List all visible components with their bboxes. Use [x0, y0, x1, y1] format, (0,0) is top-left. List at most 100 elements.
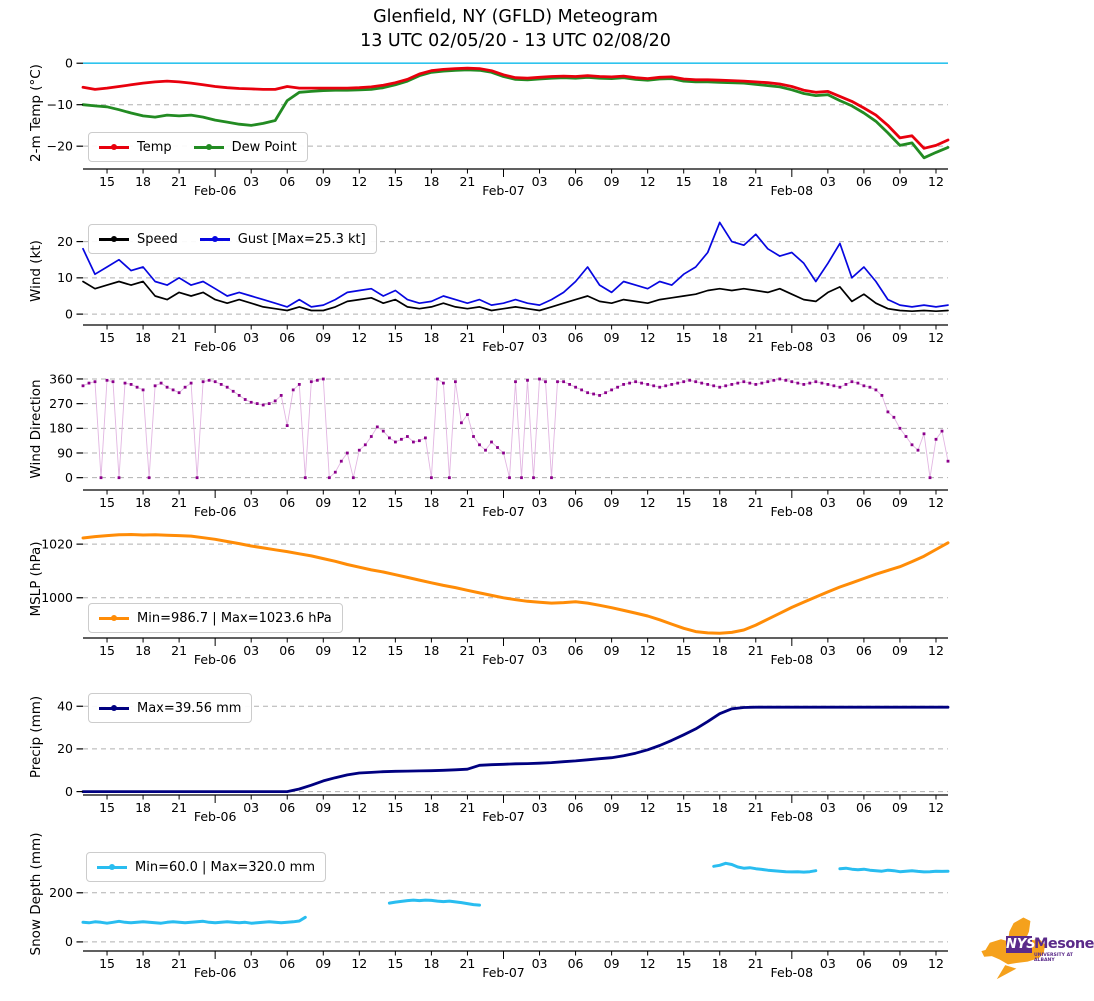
y-tick-label: 1000: [41, 590, 73, 605]
x-tick-label: 03: [243, 956, 259, 971]
x-tick-label: 21: [748, 800, 764, 815]
x-tick-label: 09: [604, 174, 620, 189]
x-tick-label: 03: [532, 174, 548, 189]
wdir-marker: [448, 476, 451, 480]
x-tick-label: 15: [676, 330, 692, 345]
y-tick-label: 20: [57, 741, 73, 756]
wdir-marker: [165, 385, 169, 389]
wdir-marker: [388, 436, 391, 440]
wdir-marker: [592, 392, 595, 396]
y-tick-label: 20: [57, 234, 73, 249]
legend-label-precip: Max=39.56 mm: [137, 700, 242, 716]
x-tick-label: 21: [171, 956, 187, 971]
wdir-marker: [261, 403, 265, 407]
x-tick-label: 09: [315, 643, 331, 658]
wdir-marker: [231, 389, 235, 393]
wdir-marker: [135, 385, 139, 389]
wdir-marker: [706, 383, 710, 386]
y-axis-label-wind-direction: Wind Direction: [28, 379, 44, 479]
x-tick-label: 06: [856, 330, 872, 345]
x-tick-label: 15: [676, 174, 692, 189]
x-tick-label: 18: [712, 330, 728, 345]
x-tick-label: Feb-07: [482, 183, 525, 198]
x-tick-label: 03: [532, 956, 548, 971]
wdir-marker: [634, 380, 637, 384]
wdir-marker: [237, 394, 241, 397]
x-tick-label: 18: [135, 174, 151, 189]
legend-entry-temp: Temp: [99, 140, 172, 155]
wdir-marker: [520, 476, 523, 480]
x-tick-label: 03: [243, 643, 259, 658]
wdir-marker: [874, 388, 878, 392]
legend-entry-precip: Max=39.56 mm: [99, 701, 241, 716]
wdir-marker: [424, 436, 427, 440]
wdir-marker: [694, 380, 698, 384]
speed-line-swatch: [99, 236, 129, 242]
wdir-marker: [820, 381, 824, 385]
wdir-marker: [646, 383, 650, 386]
x-tick-label: 06: [279, 956, 295, 971]
x-tick-label: 06: [279, 800, 295, 815]
x-tick-label: 06: [279, 174, 295, 189]
wdir-marker: [484, 448, 487, 452]
wdir-marker: [508, 476, 511, 480]
snow-series-line: [387, 898, 481, 907]
x-tick-label: 21: [171, 800, 187, 815]
x-tick-label: Feb-07: [482, 339, 525, 354]
y-axis-label-snow-depth: Snow Depth (mm): [28, 832, 44, 956]
legend-entry-snow-depth: Min=60.0 | Max=320.0 mm: [97, 860, 315, 875]
wdir-marker: [850, 380, 854, 384]
wdir-marker: [460, 421, 463, 425]
wdir-marker: [778, 377, 782, 381]
logo-nys-text: NYS: [1006, 936, 1036, 953]
wdir-marker: [466, 413, 469, 416]
wdir-marker: [285, 424, 289, 427]
wdir-marker: [664, 384, 668, 388]
x-tick-label: Feb-06: [194, 652, 237, 667]
x-tick-label: Feb-07: [482, 809, 525, 824]
x-tick-label: 18: [135, 643, 151, 658]
x-tick-label: 18: [135, 330, 151, 345]
wdir-marker: [748, 381, 752, 385]
panel-temp: 15 18 21 Feb-06 03 06 09 12 15 18 21 Feb-07 03 06 09 12…: [47, 56, 950, 198]
temp-line-swatch: [99, 144, 129, 150]
x-tick-label: 06: [279, 330, 295, 345]
x-tick-label: Feb-06: [194, 504, 237, 519]
x-tick-label: 18: [423, 330, 439, 345]
y-tick-label: 0: [65, 306, 73, 321]
legend-wind: Speed Gust [Max=25.3 kt]: [88, 224, 377, 254]
x-tick-label: 12: [351, 800, 367, 815]
x-tick-label: 03: [243, 330, 259, 345]
logo-mesonet-text: Mesonet: [1034, 936, 1094, 952]
y-tick-label: −20: [47, 138, 73, 153]
x-tick-label: Feb-06: [194, 339, 237, 354]
x-tick-label: 21: [171, 495, 187, 510]
snow-series-line: [712, 861, 818, 874]
wdir-marker: [219, 383, 223, 386]
wdir-marker: [886, 410, 890, 414]
x-tick-label: 03: [820, 643, 836, 658]
wdir-marker: [87, 381, 91, 385]
x-tick-label: 15: [387, 643, 403, 658]
panel-mslp: 15 18 21 Feb-06 03 06 09 12 15 18 21 Feb-07 03 06 09 12…: [41, 533, 950, 667]
x-tick-label: 15: [676, 643, 692, 658]
wdir-marker: [904, 435, 908, 438]
x-tick-label: 03: [820, 330, 836, 345]
wdir-marker: [375, 425, 379, 429]
x-tick-label: 15: [99, 800, 115, 815]
legend-entry-mslp: Min=986.7 | Max=1023.6 hPa: [99, 611, 332, 626]
wdir-marker: [790, 380, 794, 384]
wdir-marker: [267, 402, 271, 405]
x-tick-label: 12: [928, 956, 944, 971]
x-tick-label: 18: [712, 495, 728, 510]
wdir-marker: [880, 394, 884, 397]
x-tick-label: 18: [135, 800, 151, 815]
x-tick-label: 15: [99, 174, 115, 189]
wdir-marker: [412, 440, 415, 444]
y-tick-label: 0: [65, 56, 73, 71]
x-tick-label: Feb-08: [771, 183, 814, 198]
x-tick-label: Feb-07: [482, 504, 525, 519]
x-tick-label: 15: [676, 495, 692, 510]
x-tick-label: 06: [568, 956, 584, 971]
wdir-marker: [291, 388, 295, 392]
